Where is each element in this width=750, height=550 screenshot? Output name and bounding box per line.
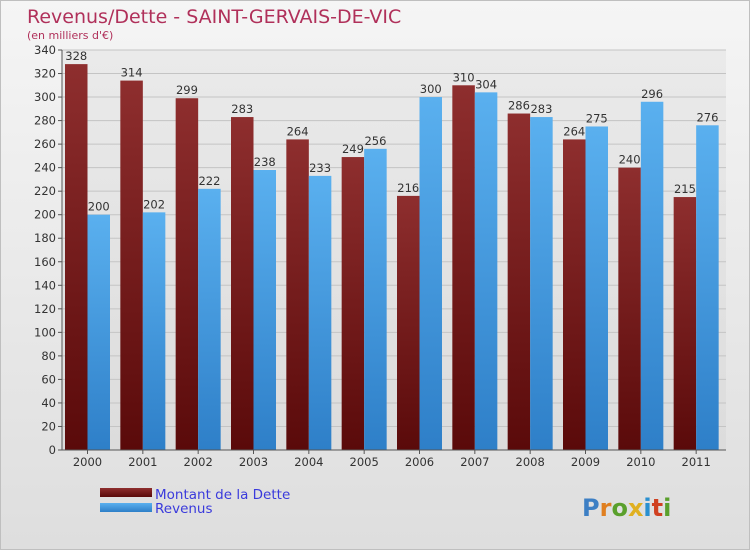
y-tick-label: 0: [49, 443, 56, 457]
x-tick-label: 2001: [128, 455, 157, 469]
value-label-revenus: 222: [198, 174, 220, 188]
bar-debt: [673, 197, 697, 450]
chart-subtitle: (en milliers d'€): [27, 29, 113, 42]
x-tick-label: 2008: [516, 455, 545, 469]
bar-debt: [231, 117, 254, 450]
x-tick-label: 2009: [571, 455, 600, 469]
y-tick-label: 240: [34, 161, 56, 175]
value-label-revenus: 283: [530, 102, 552, 116]
bar-revenus: [696, 125, 719, 450]
y-tick-label: 220: [34, 184, 56, 198]
value-label-debt: 328: [65, 49, 87, 63]
bar-revenus: [530, 117, 553, 450]
bar-debt: [175, 98, 199, 450]
value-label-revenus: 296: [641, 87, 663, 101]
y-tick-label: 300: [34, 90, 56, 104]
x-tick-label: 2006: [405, 455, 434, 469]
y-tick-label: 100: [34, 325, 56, 339]
bar-revenus: [640, 101, 664, 450]
legend-swatch-revenus: [100, 503, 152, 512]
y-tick-label: 140: [34, 278, 56, 292]
x-tick-label: 2005: [350, 455, 379, 469]
value-label-revenus: 256: [364, 134, 386, 148]
y-tick-label: 20: [41, 419, 56, 433]
x-tick-label: 2000: [73, 455, 102, 469]
bar-debt: [120, 80, 143, 451]
value-label-debt: 240: [619, 153, 641, 167]
x-tick-label: 2004: [294, 455, 323, 469]
bar-debt: [563, 139, 586, 451]
bar-revenus: [308, 175, 332, 450]
y-tick-label: 260: [34, 137, 56, 151]
x-tick-label: 2003: [239, 455, 268, 469]
bar-revenus: [585, 126, 608, 451]
bar-debt: [341, 157, 365, 450]
value-label-revenus: 304: [475, 77, 497, 91]
y-tick-label: 200: [34, 208, 56, 222]
value-label-debt: 283: [231, 102, 253, 116]
y-tick-label: 40: [41, 396, 56, 410]
legend-label-debt: Montant de la Dette: [155, 487, 290, 503]
value-label-revenus: 276: [696, 110, 718, 124]
bar-revenus: [198, 188, 221, 450]
chart-title: Revenus/Dette - SAINT-GERVAIS-DE-VIC: [27, 6, 401, 28]
y-tick-label: 280: [34, 114, 56, 128]
grid-lines: [62, 49, 726, 427]
bar-debt: [507, 113, 531, 450]
x-tick-label: 2007: [460, 455, 489, 469]
legend: Montant de la Dette Revenus: [100, 487, 290, 517]
y-tick-label: 80: [41, 349, 56, 363]
value-label-debt: 264: [563, 124, 585, 138]
value-label-debt: 314: [121, 66, 143, 80]
bar-debt: [452, 85, 475, 450]
y-tick-label: 160: [34, 255, 56, 269]
value-label-debt: 249: [342, 142, 364, 156]
bar-revenus: [474, 92, 498, 451]
x-tick-label: 2011: [682, 455, 711, 469]
bar-debt: [286, 139, 309, 451]
value-label-debt: 215: [674, 182, 696, 196]
bar-debt: [65, 64, 88, 450]
x-tick-label: 2002: [184, 455, 213, 469]
value-label-debt: 264: [287, 124, 309, 138]
value-label-revenus: 300: [420, 82, 442, 96]
y-tick-label: 120: [34, 302, 56, 316]
y-tick-label: 180: [34, 231, 56, 245]
bar-revenus: [87, 214, 110, 450]
value-label-revenus: 200: [88, 200, 110, 214]
proxiti-logo-text: Proxiti: [582, 494, 671, 522]
y-axis-ticks: 0 20 40 60 80 100 120 140 160 180 200 220 240 260 280 3…: [34, 43, 62, 457]
plot-area: [62, 50, 726, 450]
value-label-revenus: 233: [309, 161, 331, 175]
proxiti-logo: Proxiti: [582, 494, 671, 522]
bar-debt: [618, 167, 641, 450]
legend-label-revenus: Revenus: [155, 501, 213, 517]
value-label-debt: 216: [397, 181, 419, 195]
y-tick-label: 320: [34, 67, 56, 81]
y-tick-label: 60: [41, 372, 56, 386]
value-label-revenus: 275: [586, 111, 608, 125]
bar-revenus: [253, 170, 276, 450]
bar-debt: [397, 195, 420, 450]
value-label-revenus: 202: [143, 197, 165, 211]
value-label-debt: 286: [508, 99, 530, 113]
x-axis-ticks: 2000 2001 2002 2003 2004 2005 2006 2007 2008 2009…: [73, 450, 711, 469]
value-label-debt: 310: [453, 70, 475, 84]
y-tick-label: 340: [34, 43, 56, 57]
legend-swatch-debt: [100, 488, 152, 497]
value-label-revenus: 238: [254, 155, 276, 169]
bar-revenus: [419, 97, 442, 450]
bar-revenus: [142, 212, 166, 450]
bar-revenus: [364, 148, 387, 450]
bars: [65, 64, 719, 451]
x-tick-label: 2010: [626, 455, 655, 469]
value-label-debt: 299: [176, 83, 198, 97]
